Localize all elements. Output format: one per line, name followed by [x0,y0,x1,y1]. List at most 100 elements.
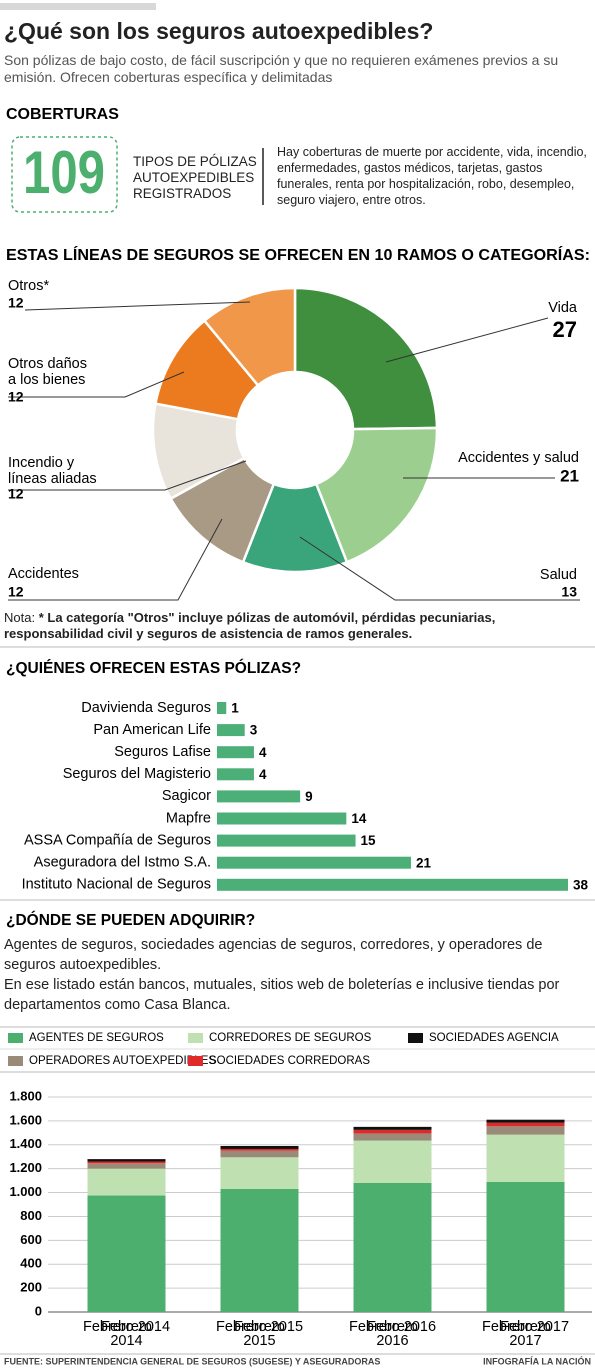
note-label: Nota: [4,610,36,625]
leader-line [8,460,247,491]
y-tick-label: 0 [35,1303,42,1318]
label-line: Vida [548,300,578,316]
bar-segment [87,1163,166,1169]
label-line: Febrero [234,1319,285,1335]
y-tick-label: 200 [20,1280,42,1295]
pie-slice [202,286,297,388]
y-tick-label: 1.200 [9,1160,42,1175]
label-line: Febrero [367,1319,418,1335]
slice-label: Accidentes y salud [458,450,579,466]
bar [217,768,254,781]
legend-label: OPERADORES AUTOEXPEDIBLES [29,1055,216,1067]
slice-value: 27 [553,317,577,342]
value-label: 1 [231,701,239,716]
leader-line [385,317,549,363]
bar [217,790,301,803]
legend-label: AGENTES DE SEGUROS [29,1032,164,1044]
bar-segment [486,1119,565,1123]
section-heading: ¿DÓNDE SE PUEDEN ADQUIRIR? [6,911,255,929]
bar-label: ASSA Compañía de Seguros [24,832,211,848]
bar-segment [87,1161,166,1164]
label-line: Febrero [500,1319,551,1335]
pie-slice [293,286,439,431]
y-tick-label: 1.000 [9,1184,42,1199]
label-line: Otros daños [8,356,87,372]
slice-label: Otros* [8,278,49,294]
legend-label: CORREDORES DE SEGUROS [209,1032,372,1044]
label-line: 2014 [110,1333,142,1349]
label-line: Incendio y [8,455,75,471]
bar-segment [87,1195,166,1312]
bar-segment [220,1157,299,1189]
y-tick-label: 1.800 [9,1088,42,1103]
legend-label: SOCIEDADES AGENCIA [429,1032,559,1044]
value-label: 9 [305,789,313,804]
label-line: Accidentes y salud [458,450,579,466]
bar-label: Mapfre [166,810,211,826]
slice-label: Vida [548,300,578,316]
y-tick-label: 1.600 [9,1112,42,1127]
legend-swatch [8,1033,23,1043]
description: Hay coberturas de muerte por accidente, … [277,145,587,207]
label-line: a los bienes [8,372,85,388]
title: ¿Qué son los seguros autoexpedibles? [4,18,433,44]
bar [217,834,356,847]
bar-segment [486,1134,565,1182]
count-label: TIPOS DE PÓLIZAS AUTOEXPEDIBLES REGISTRA… [133,154,257,201]
bar-label: Seguros Lafise [114,744,211,760]
label-line: líneas aliadas [8,471,97,487]
bar-segment [220,1150,299,1158]
label-line: Febrero [101,1319,152,1335]
pie-slice [314,426,439,564]
bar-segment [353,1129,432,1134]
slice-value: 21 [560,466,579,485]
slice-label: Incendio y líneas aliadas [8,455,97,487]
label-line: Accidentes [8,566,79,582]
slice-value: 12 [8,389,24,405]
bar-segment [486,1181,565,1312]
slice-label: Accidentes [8,566,79,582]
bar-segment [220,1148,299,1151]
paragraph: En ese listado están bancos, mutuales, s… [4,977,560,1013]
x-tick-label: Febrero 2016Febrero 2016 [349,1319,436,1349]
slice-label: Salud [540,567,577,583]
value-label: 4 [259,767,267,782]
bar-label: Davivienda Seguros [81,700,211,716]
paragraphs: Agentes de seguros, sociedades agencias … [4,935,584,1015]
bar-segment [87,1159,166,1162]
value-label: 4 [259,745,267,760]
leader-line [24,301,251,311]
subtitle: Son pólizas de bajo costo, de fácil susc… [4,52,559,85]
bar-label: Pan American Life [93,722,211,738]
note: Nota: * La categoría "Otros" incluye pól… [4,610,592,642]
y-tick-label: 800 [20,1208,42,1223]
bar-label: Instituto Nacional de Seguros [22,877,211,893]
chart-title: ESTAS LÍNEAS DE SEGUROS SE OFRECEN EN 10… [6,247,590,264]
slice-value: 12 [8,584,24,600]
leader-line [8,371,185,398]
value-label: 3 [250,723,258,738]
bar-segment [486,1126,565,1135]
label-line: Salud [540,567,577,583]
credit: INFOGRAFÍA LA NACIÓN [483,1355,591,1366]
bar-label: Sagicor [162,788,211,804]
y-tick-label: 1.400 [9,1136,42,1151]
bar [217,878,568,891]
bar-segment [486,1122,565,1127]
bar [217,812,347,825]
note-text: * La categoría "Otros" incluye pólizas d… [4,610,496,641]
paragraph: Agentes de seguros, sociedades agencias … [4,937,543,973]
slice-value: 12 [8,486,24,502]
label-line: Otros* [8,278,49,294]
bar [217,856,411,869]
bar-segment [220,1188,299,1312]
count: 109 [23,139,105,206]
source: FUENTE: SUPERINTENDENCIA GENERAL DE SEGU… [4,1356,380,1366]
bar [217,702,227,714]
legend-swatch [188,1056,203,1066]
slice-label: Otros daños a los bienes [8,356,87,388]
chart-title: ¿QUIÉNES OFRECEN ESTAS PÓLIZAS? [6,659,301,677]
label-line: 2017 [509,1333,541,1349]
bar-label: Aseguradora del Istmo S.A. [34,855,211,871]
